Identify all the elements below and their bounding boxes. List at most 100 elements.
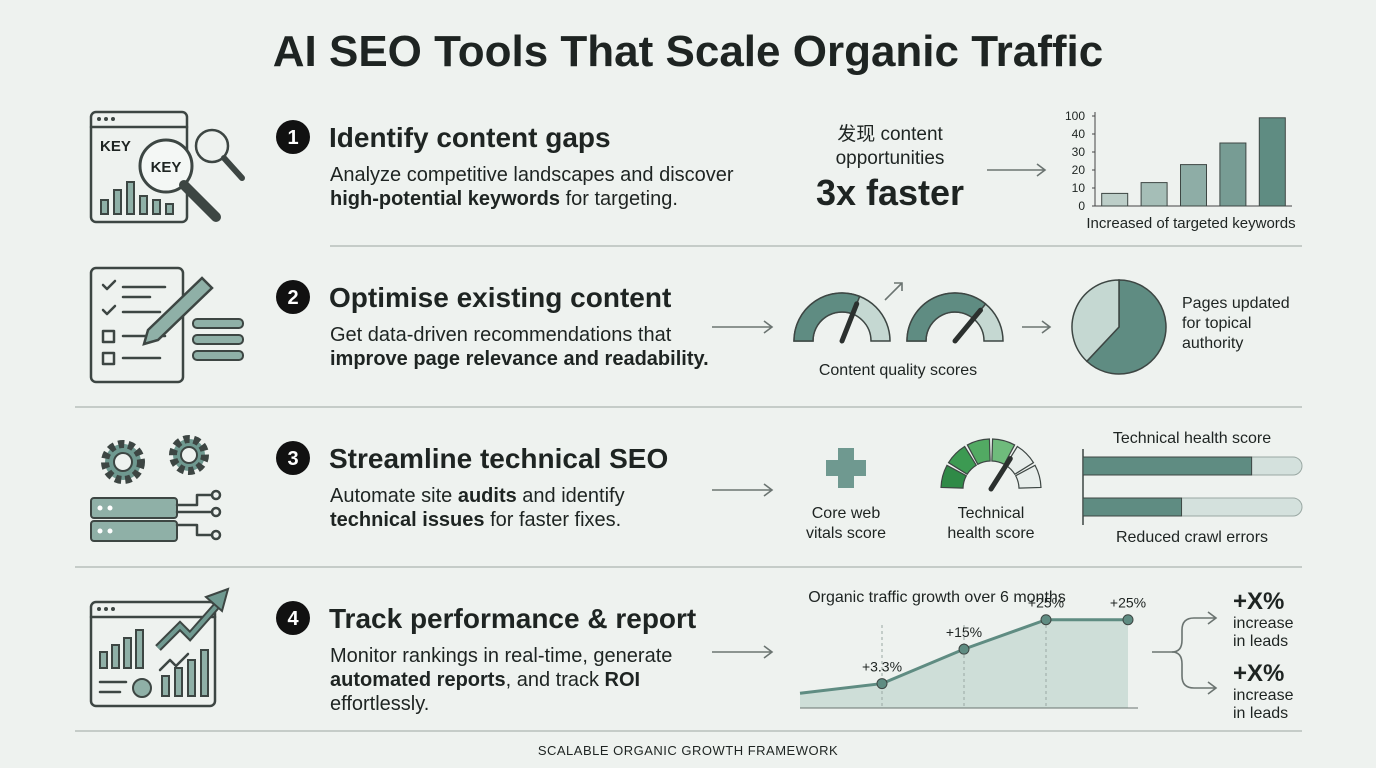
description-part: and identify — [517, 485, 625, 507]
gauge-needle — [952, 307, 983, 344]
outcome-text: increase — [1233, 615, 1294, 632]
bar-label: Reduced crawl errors — [1116, 529, 1268, 546]
bar — [1101, 192, 1129, 207]
step-description: automated reports, and track ROI — [330, 669, 640, 691]
description-part: , and track — [506, 669, 605, 691]
description-part: high-potential keywords — [330, 188, 560, 210]
value-label: +3.3% — [862, 659, 902, 675]
step-number: 1 — [287, 127, 298, 149]
step-heading: Track performance & report — [329, 603, 696, 634]
chart-caption: Content quality scores — [819, 362, 977, 379]
bar-label: Technical health score — [1113, 430, 1271, 447]
step-description: Monitor rankings in real-time, generate — [330, 645, 672, 667]
plus-label: vitals score — [806, 525, 886, 542]
description-part: for targeting. — [560, 188, 678, 210]
description-part: Get data-driven recommendations that — [330, 324, 672, 346]
outcome-text: increase — [1233, 687, 1294, 704]
step-badge — [276, 280, 310, 314]
description-part: Monitor rankings in real-time, generate — [330, 645, 672, 667]
step-description: improve page relevance and readability. — [330, 348, 709, 370]
plus-label: Core web — [812, 505, 881, 522]
y-tick-label: 40 — [1072, 127, 1086, 141]
icon-server-gears — [90, 435, 222, 542]
footer: SCALABLE ORGANIC GROWTH FRAMEWORK — [538, 743, 838, 758]
outcome-text: in leads — [1233, 705, 1288, 722]
outcome-value: +X% — [1233, 588, 1284, 615]
arrows — [712, 163, 1218, 695]
step-heading: Streamline technical SEO — [329, 443, 668, 474]
icon-checklist — [89, 266, 244, 384]
icon-keyword-research: KEY KEY — [89, 110, 245, 224]
gauge-segment — [1014, 464, 1042, 489]
y-tick-label: 0 — [1078, 199, 1085, 213]
bar — [1179, 164, 1208, 207]
step-badge — [276, 601, 310, 635]
point — [876, 678, 888, 690]
step-description: Automate site audits and identify — [330, 485, 625, 507]
callout-line: 发现 content — [837, 123, 943, 145]
step-number: 3 — [287, 448, 298, 470]
chart-title: Organic traffic growth over 6 months — [808, 589, 1066, 606]
step-description: high-potential keywords for targeting. — [330, 188, 678, 210]
svg-text:KEY: KEY — [151, 159, 182, 176]
pie-label: for topical — [1182, 315, 1251, 332]
bar — [1082, 456, 1253, 476]
gauge-fill — [793, 292, 861, 342]
gauge-label: Technical — [958, 505, 1025, 522]
step-description: effortlessly. — [330, 693, 429, 715]
callout-highlight: 3x faster — [816, 172, 964, 213]
outcome-text: in leads — [1233, 633, 1288, 650]
callout-line: opportunities — [836, 148, 945, 169]
description-part: Automate site — [330, 485, 458, 507]
bar — [1219, 142, 1247, 207]
y-tick-label: 100 — [1065, 109, 1085, 123]
gauge-fill — [906, 292, 987, 342]
pie-slice — [1085, 279, 1167, 375]
svg-text:KEY: KEY — [100, 138, 131, 155]
step-heading: Optimise existing content — [329, 282, 671, 313]
description-part: for faster fixes. — [485, 509, 622, 531]
point — [1040, 614, 1052, 626]
separators — [75, 245, 1302, 732]
step-badge — [276, 120, 310, 154]
gauge-needle — [988, 456, 1013, 492]
gauge-needle — [839, 301, 860, 344]
plus-icon — [826, 448, 866, 488]
bar — [1082, 497, 1183, 517]
value-label: +25% — [1110, 595, 1146, 611]
y-tick-label: 30 — [1072, 145, 1086, 159]
step-description: technical issues for faster fixes. — [330, 509, 621, 531]
description-part: ROI — [605, 669, 641, 691]
step-number: 4 — [287, 608, 299, 630]
pie-label: authority — [1182, 335, 1243, 352]
y-tick-label: 10 — [1072, 181, 1086, 195]
step-description: Analyze competitive landscapes and disco… — [330, 164, 734, 186]
y-tick-label: 20 — [1072, 163, 1086, 177]
title: AI SEO Tools That Scale Organic Traffic — [273, 27, 1104, 76]
point — [1122, 614, 1134, 626]
description-part: effortlessly. — [330, 693, 429, 715]
step-heading: Identify content gaps — [329, 122, 611, 153]
step-description: Get data-driven recommendations that — [330, 324, 672, 346]
outcome-value: +X% — [1233, 660, 1284, 687]
description-part: improve page relevance and readability. — [330, 348, 709, 370]
point — [958, 643, 970, 655]
bar — [1258, 117, 1286, 207]
gauge-segment — [966, 438, 991, 466]
gauge-segment — [940, 464, 968, 489]
icon-performance-report — [89, 587, 230, 708]
step-badge — [276, 441, 310, 475]
step-number: 2 — [287, 287, 298, 309]
description-part: audits — [458, 485, 517, 507]
pie-label: Pages updated — [1182, 295, 1290, 312]
chart-caption: Increased of targeted keywords — [1086, 215, 1295, 232]
description-part: technical issues — [330, 509, 485, 531]
gauge-segment — [947, 445, 978, 476]
bar — [1140, 182, 1168, 207]
gauge-label: health score — [947, 525, 1034, 542]
pie-slice — [1071, 279, 1120, 363]
description-part: automated reports — [330, 669, 506, 691]
value-label: +15% — [946, 624, 982, 640]
